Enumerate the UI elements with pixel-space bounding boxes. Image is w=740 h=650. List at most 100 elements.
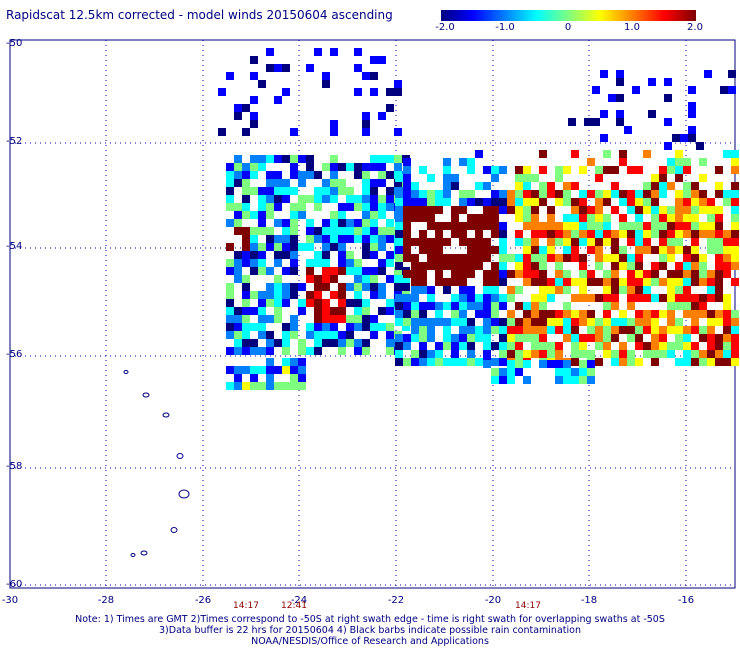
data-cell [451,318,459,326]
data-cell [330,179,338,187]
data-cell [435,302,443,310]
data-cell [547,230,555,238]
data-cell [467,334,475,342]
data-cell [523,262,531,270]
data-cell [651,310,659,318]
data-cell [643,342,651,350]
data-cell [250,307,258,315]
data-cell [427,190,435,198]
data-cell [539,150,547,158]
data-cell [370,315,378,323]
data-cell [395,318,403,326]
data-cell [322,331,330,339]
data-cell [683,246,691,254]
data-cell [699,158,707,166]
data-cell [362,315,370,323]
data-cell [443,302,451,310]
data-cell [258,163,266,171]
data-cell [683,190,691,198]
data-cell [306,243,314,251]
data-cell [643,278,651,286]
data-cell [290,128,298,136]
data-cell [403,294,411,302]
data-cell [234,163,242,171]
data-cell [427,246,435,254]
data-cell [427,238,435,246]
data-cell [571,278,579,286]
data-cell [691,358,699,366]
data-cell [370,323,378,331]
data-cell [699,222,707,230]
data-cell [338,163,346,171]
data-cell [651,358,659,366]
data-cell [242,104,250,112]
data-cell [707,278,715,286]
data-cell [242,243,250,251]
data-cell [515,214,523,222]
data-cell [475,238,483,246]
data-cell [282,64,290,72]
data-cell [250,291,258,299]
data-cell [507,198,515,206]
data-cell [386,235,394,243]
data-cell [403,230,411,238]
footnote-line: NOAA/NESDIS/Office of Research and Appli… [251,636,489,647]
data-cell [362,179,370,187]
data-cell [659,262,667,270]
data-cell [298,307,306,315]
data-cell [274,251,282,259]
data-cell [306,235,314,243]
data-cell [579,230,587,238]
data-cell [378,267,386,275]
data-cell [523,254,531,262]
data-cell [675,286,683,294]
data-cell [619,286,627,294]
data-cell [395,190,403,198]
data-cell [611,302,619,310]
data-cell [370,88,378,96]
data-cell [715,350,723,358]
data-cell [651,230,659,238]
data-cell [667,238,675,246]
data-cell [386,339,394,347]
data-cell [459,254,467,262]
data-cell [587,238,595,246]
data-cell [250,171,258,179]
data-cell [571,182,579,190]
data-cell [587,230,595,238]
data-cell [234,315,242,323]
data-cell [354,299,362,307]
data-cell [547,318,555,326]
data-cell [731,150,739,158]
data-cell [635,326,643,334]
data-cell [378,283,386,291]
data-cell [394,179,402,187]
data-cell [675,270,683,278]
data-cell [483,222,491,230]
data-cell [234,374,242,382]
data-cell [731,350,739,358]
data-cell [419,318,427,326]
data-cell [523,360,531,368]
data-cell [643,286,651,294]
data-cell [234,339,242,347]
data-cell [547,278,555,286]
data-cell [731,182,739,190]
data-cell [330,120,338,128]
data-cell [322,267,330,275]
data-cell [547,310,555,318]
data-cell [595,238,603,246]
data-cell [731,238,739,246]
data-cell [723,150,731,158]
data-cell [659,190,667,198]
data-cell [723,270,731,278]
data-cell [370,56,378,64]
data-cell [683,206,691,214]
data-cell [427,318,435,326]
data-cell [258,195,266,203]
data-cell [250,339,258,347]
data-cell [499,326,507,334]
data-cell [627,254,635,262]
data-cell [258,315,266,323]
data-cell [539,246,547,254]
